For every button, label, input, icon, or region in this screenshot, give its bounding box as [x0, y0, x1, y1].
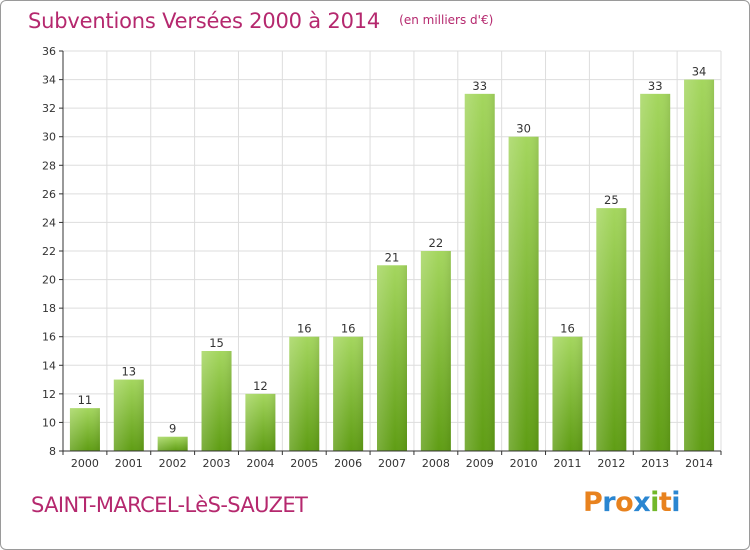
bar-value-label: 13: [121, 365, 136, 379]
x-tick-label: 2014: [685, 457, 713, 470]
y-tick-label: 20: [42, 274, 56, 287]
bars: [69, 79, 715, 452]
logo-letter: i: [671, 487, 681, 518]
bar-value-label: 21: [385, 250, 400, 264]
bar-value-label: 15: [209, 336, 224, 350]
logo-letter: o: [615, 487, 634, 518]
y-tick-label: 8: [49, 445, 56, 458]
bar-value-label: 16: [560, 322, 575, 336]
x-tick-label: 2003: [203, 457, 231, 470]
logo-letter: i: [650, 487, 659, 518]
bar-value-label: 22: [429, 236, 444, 250]
title-row: Subventions Versées 2000 à 2014 (en mill…: [28, 9, 493, 33]
logo-letter: r: [602, 487, 616, 518]
chart-subtitle: (en milliers d'€): [399, 13, 494, 27]
bar-sheen: [420, 251, 451, 451]
bar-sheen: [640, 93, 671, 451]
x-tick-label: 2010: [510, 457, 538, 470]
bar-value-label: 33: [472, 79, 487, 93]
y-tick-label: 12: [42, 388, 56, 401]
y-tick-label: 34: [42, 74, 56, 87]
bar-value-label: 9: [169, 422, 176, 436]
proxiti-logo: Proxiti: [583, 487, 681, 518]
bar-value-label: 25: [604, 193, 619, 207]
bar-value-label: 33: [648, 79, 663, 93]
bar-value-label: 16: [297, 322, 312, 336]
y-tick-label: 16: [42, 331, 56, 344]
bar-value-label: 30: [516, 122, 531, 136]
chart-title: Subventions Versées 2000 à 2014: [28, 9, 381, 33]
x-tick-label: 2005: [290, 457, 318, 470]
data-labels: 11 13 9 15 12 16 16 21 22 33 30 16 25 33 34: [78, 65, 707, 436]
x-tick-label: 2008: [422, 457, 450, 470]
bar-sheen: [333, 336, 364, 451]
x-tick-label: 2007: [378, 457, 406, 470]
bar-sheen: [377, 265, 407, 451]
bar-sheen: [289, 336, 320, 451]
y-tick-label: 32: [42, 102, 56, 115]
y-tick-label: 26: [42, 188, 56, 201]
y-tick-label: 18: [42, 302, 56, 315]
bar-value-label: 34: [692, 65, 707, 79]
y-tick-label: 22: [42, 245, 56, 258]
x-tick-label: 2001: [115, 457, 143, 470]
bar-sheen: [464, 93, 495, 451]
y-tick-label: 36: [42, 45, 56, 58]
x-tick-label: 2000: [71, 457, 99, 470]
commune-name: SAINT-MARCEL-LèS-SAUZET: [31, 493, 308, 517]
bar-sheen: [552, 336, 583, 451]
y-tick-label: 10: [42, 416, 56, 429]
logo-letter: x: [633, 487, 651, 518]
x-tick-label: 2006: [334, 457, 362, 470]
bar-sheen: [596, 208, 627, 451]
bar-value-label: 11: [78, 393, 93, 407]
x-tick-label: 2009: [466, 457, 494, 470]
logo-letter: t: [658, 487, 672, 518]
bar-sheen: [157, 436, 188, 451]
y-tick-label: 30: [42, 131, 56, 144]
bar-sheen: [684, 79, 715, 452]
x-tick-label: 2004: [246, 457, 274, 470]
logo-letter: P: [583, 487, 603, 518]
y-tick-label: 28: [42, 159, 56, 172]
y-tick-label: 24: [42, 216, 56, 229]
bar-sheen: [245, 393, 276, 451]
bar-sheen: [69, 408, 100, 451]
bar-sheen: [508, 136, 539, 451]
axes: 8 10 12 14 16 18 20 22 24 26 28 30 32 34 36 2000 2001 200…: [42, 45, 722, 470]
y-tick-label: 14: [42, 359, 56, 372]
x-tick-label: 2002: [159, 457, 187, 470]
x-tick-label: 2012: [597, 457, 625, 470]
x-tick-label: 2013: [641, 457, 669, 470]
bar-value-label: 12: [253, 379, 268, 393]
x-tick-label: 2011: [553, 457, 581, 470]
bar-value-label: 16: [341, 322, 356, 336]
bar-sheen: [113, 379, 144, 451]
bar-sheen: [201, 351, 232, 451]
